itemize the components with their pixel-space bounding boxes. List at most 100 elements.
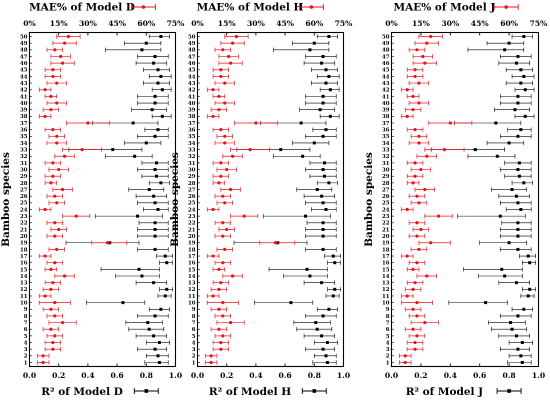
mae-marker bbox=[415, 234, 419, 238]
mae-point-12 bbox=[210, 287, 228, 292]
r2-point-43 bbox=[311, 80, 338, 86]
r2-point-40 bbox=[305, 100, 337, 106]
top-tick-label: 60% bbox=[137, 19, 156, 28]
r2-point-20 bbox=[137, 233, 169, 239]
mae-point-43 bbox=[46, 80, 67, 86]
r2-marker bbox=[528, 261, 532, 265]
r2-marker bbox=[121, 301, 125, 305]
r2-point-39 bbox=[494, 107, 530, 112]
bottom-tick-label: 0.4 bbox=[81, 371, 94, 380]
r2-marker bbox=[153, 247, 157, 251]
r2-point-35 bbox=[305, 134, 337, 139]
species-label: 29 bbox=[382, 174, 390, 180]
species-label: 39 bbox=[382, 108, 390, 114]
mae-marker bbox=[228, 61, 233, 65]
r2-marker bbox=[304, 214, 308, 218]
mae-point-1 bbox=[204, 360, 218, 365]
mae-point-25 bbox=[216, 200, 233, 206]
mae-marker bbox=[254, 121, 258, 125]
mae-marker bbox=[415, 194, 419, 198]
species-label: 46 bbox=[188, 61, 196, 67]
r2-point-29 bbox=[309, 174, 337, 179]
mae-marker bbox=[219, 174, 223, 178]
mae-point-14 bbox=[416, 273, 437, 279]
r2-point-10 bbox=[86, 300, 146, 305]
r2-point-28 bbox=[316, 180, 338, 186]
mae-marker bbox=[41, 354, 45, 358]
mae-point-29 bbox=[212, 174, 229, 179]
r2-marker bbox=[152, 194, 156, 198]
species-label: 12 bbox=[20, 287, 28, 293]
r2-point-27 bbox=[296, 187, 333, 192]
r2-point-48 bbox=[467, 47, 525, 53]
mae-marker bbox=[43, 114, 47, 118]
mae-point-34 bbox=[46, 140, 67, 146]
r2-point-28 bbox=[511, 180, 533, 186]
r2-point-4 bbox=[508, 340, 533, 345]
mae-marker bbox=[405, 88, 409, 92]
mae-point-38 bbox=[206, 114, 220, 119]
mae-point-37 bbox=[234, 120, 278, 126]
species-label: 38 bbox=[188, 114, 196, 120]
mae-point-19 bbox=[91, 240, 128, 245]
mae-point-4 bbox=[44, 340, 61, 345]
r2-marker bbox=[331, 254, 335, 258]
r2-marker bbox=[520, 361, 524, 364]
species-label: 11 bbox=[188, 294, 196, 300]
r2-marker bbox=[522, 307, 526, 311]
mae-marker bbox=[43, 207, 47, 212]
r2-marker bbox=[324, 354, 328, 358]
r2-marker bbox=[327, 35, 331, 38]
species-label: 47 bbox=[382, 54, 390, 60]
r2-marker bbox=[279, 148, 283, 152]
mae-point-1 bbox=[36, 360, 50, 365]
mae-marker bbox=[53, 261, 57, 265]
species-label: 13 bbox=[188, 281, 196, 287]
r2-marker bbox=[146, 321, 150, 325]
r2-marker bbox=[328, 88, 332, 92]
mae-marker bbox=[217, 94, 221, 98]
mae-marker bbox=[43, 254, 47, 258]
bottom-tick-label: 1.0 bbox=[532, 371, 545, 380]
r2-point-5 bbox=[135, 333, 168, 339]
mae-marker bbox=[211, 254, 215, 258]
r2-point-5 bbox=[303, 333, 336, 339]
r2-marker bbox=[153, 234, 157, 238]
species-label: 29 bbox=[20, 174, 28, 180]
mae-marker bbox=[57, 227, 61, 232]
r2-marker bbox=[510, 327, 514, 331]
mae-point-50 bbox=[224, 34, 249, 39]
r2-marker bbox=[503, 274, 507, 278]
species-label: 22 bbox=[20, 221, 28, 227]
mae-point-11 bbox=[38, 293, 52, 299]
mae-marker bbox=[219, 340, 223, 345]
r2-marker bbox=[157, 341, 161, 345]
r2-point-1 bbox=[312, 360, 337, 365]
mae-marker bbox=[411, 94, 415, 98]
r2-point-24 bbox=[311, 207, 337, 212]
species-label: 11 bbox=[382, 294, 390, 300]
mae-point-9 bbox=[210, 307, 228, 312]
r2-marker bbox=[333, 261, 337, 265]
species-label: 32 bbox=[188, 154, 196, 160]
mae-point-39 bbox=[42, 107, 60, 112]
r2-marker bbox=[323, 174, 327, 178]
species-label: 44 bbox=[188, 74, 196, 80]
mae-marker bbox=[74, 214, 78, 218]
top-tick-label: 15% bbox=[218, 19, 237, 28]
species-label: 44 bbox=[20, 74, 28, 80]
mae-point-24 bbox=[206, 207, 220, 212]
bottom-tick-label: 0.8 bbox=[502, 371, 515, 380]
mae-marker bbox=[403, 360, 407, 365]
mae-point-36 bbox=[212, 127, 229, 132]
mae-marker bbox=[51, 340, 55, 345]
mae-marker bbox=[442, 148, 447, 152]
r2-point-4 bbox=[146, 340, 170, 345]
r2-point-19 bbox=[479, 240, 528, 245]
r2-point-17 bbox=[519, 253, 536, 259]
r2-marker bbox=[165, 287, 169, 291]
bottom-tick-label: 0.8 bbox=[308, 371, 321, 380]
species-label: 27 bbox=[20, 187, 28, 193]
r2-point-20 bbox=[305, 233, 337, 239]
r2-marker bbox=[160, 114, 164, 118]
